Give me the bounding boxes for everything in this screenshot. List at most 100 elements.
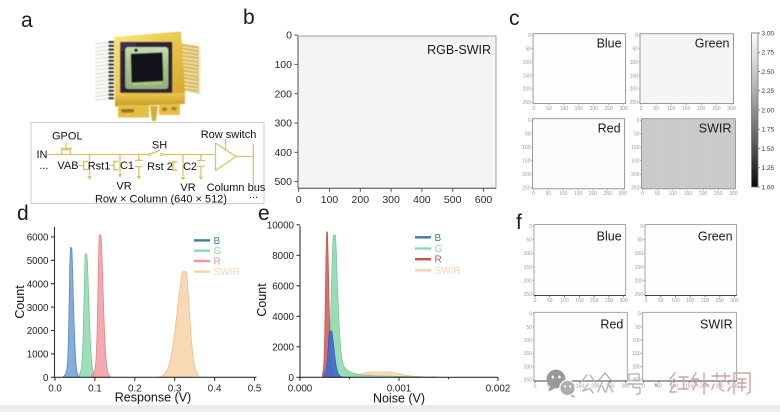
svg-text:0: 0 bbox=[638, 312, 641, 318]
svg-text:200: 200 bbox=[701, 298, 710, 304]
svg-text:RGB-SWIR: RGB-SWIR bbox=[427, 43, 491, 57]
svg-text:SWIR: SWIR bbox=[214, 267, 240, 278]
svg-text:400: 400 bbox=[274, 147, 292, 159]
svg-text:150: 150 bbox=[631, 158, 640, 164]
svg-text:VR: VR bbox=[180, 182, 195, 194]
svg-text:Row switch: Row switch bbox=[201, 129, 257, 141]
svg-text:Count: Count bbox=[255, 283, 269, 317]
svg-text:200: 200 bbox=[352, 194, 370, 206]
svg-text:0: 0 bbox=[534, 384, 537, 390]
svg-text:500: 500 bbox=[444, 194, 462, 206]
svg-text:0.0: 0.0 bbox=[48, 383, 62, 394]
svg-text:0.000: 0.000 bbox=[288, 383, 313, 394]
svg-text:1.25: 1.25 bbox=[762, 165, 775, 172]
svg-text:300: 300 bbox=[620, 298, 629, 304]
svg-text:0.2: 0.2 bbox=[128, 383, 142, 394]
svg-text:50: 50 bbox=[547, 298, 553, 304]
svg-text:100: 100 bbox=[560, 106, 569, 112]
svg-text:Row × Column (640 × 512): Row × Column (640 × 512) bbox=[95, 194, 227, 206]
svg-text:300: 300 bbox=[382, 194, 400, 206]
svg-text:0: 0 bbox=[640, 224, 643, 230]
svg-text:250: 250 bbox=[716, 298, 725, 304]
svg-text:Response (V): Response (V) bbox=[115, 391, 191, 405]
svg-text:Red: Red bbox=[600, 317, 623, 331]
svg-text:150: 150 bbox=[524, 351, 533, 357]
svg-text:50: 50 bbox=[546, 106, 552, 112]
svg-text:B: B bbox=[214, 236, 221, 247]
svg-text:0: 0 bbox=[640, 106, 643, 112]
svg-text:150: 150 bbox=[524, 265, 533, 271]
svg-text:50: 50 bbox=[547, 384, 553, 390]
svg-text:100: 100 bbox=[274, 59, 292, 71]
svg-text:100: 100 bbox=[630, 60, 639, 66]
svg-text:300: 300 bbox=[621, 384, 630, 390]
svg-text:200: 200 bbox=[524, 364, 533, 370]
svg-text:...: ... bbox=[39, 160, 48, 172]
svg-text:4000: 4000 bbox=[27, 279, 49, 290]
svg-text:SWIR: SWIR bbox=[699, 122, 732, 136]
svg-text:R: R bbox=[435, 255, 442, 266]
svg-text:0: 0 bbox=[532, 191, 535, 197]
svg-text:6000: 6000 bbox=[27, 233, 49, 244]
svg-text:100: 100 bbox=[671, 298, 680, 304]
svg-text:2.25: 2.25 bbox=[762, 88, 775, 95]
svg-text:150: 150 bbox=[522, 158, 531, 164]
svg-text:50: 50 bbox=[635, 325, 641, 331]
svg-text:1.75: 1.75 bbox=[762, 127, 775, 134]
svg-text:150: 150 bbox=[575, 298, 584, 304]
svg-text:6000: 6000 bbox=[272, 282, 294, 293]
svg-text:50: 50 bbox=[546, 191, 552, 197]
svg-text:0.4: 0.4 bbox=[208, 383, 222, 394]
svg-text:50: 50 bbox=[526, 325, 532, 331]
svg-text:100: 100 bbox=[631, 145, 640, 151]
svg-text:2.75: 2.75 bbox=[762, 50, 775, 57]
svg-text:0.3: 0.3 bbox=[168, 383, 182, 394]
svg-text:Rst 2: Rst 2 bbox=[147, 161, 173, 173]
svg-text:B: B bbox=[435, 233, 442, 244]
svg-text:150: 150 bbox=[685, 384, 694, 390]
svg-text:500: 500 bbox=[274, 176, 292, 188]
svg-text:2.00: 2.00 bbox=[762, 107, 775, 114]
svg-text:200: 200 bbox=[631, 172, 640, 178]
svg-text:50: 50 bbox=[525, 132, 531, 138]
svg-text:200: 200 bbox=[590, 106, 599, 112]
svg-text:R: R bbox=[214, 257, 221, 268]
svg-text:50: 50 bbox=[653, 106, 659, 112]
svg-text:0.1: 0.1 bbox=[88, 383, 102, 394]
svg-text:VR: VR bbox=[116, 180, 131, 192]
svg-text:0: 0 bbox=[641, 191, 644, 197]
svg-text:5000: 5000 bbox=[27, 256, 49, 267]
svg-text:150: 150 bbox=[635, 265, 644, 271]
svg-text:200: 200 bbox=[524, 278, 533, 284]
svg-text:...: ... bbox=[249, 189, 258, 201]
svg-text:VAB: VAB bbox=[57, 160, 78, 172]
svg-text:100: 100 bbox=[522, 145, 531, 151]
svg-text:150: 150 bbox=[575, 106, 584, 112]
svg-text:250: 250 bbox=[605, 106, 614, 112]
svg-text:100: 100 bbox=[560, 298, 569, 304]
svg-text:0: 0 bbox=[296, 194, 302, 206]
svg-text:0: 0 bbox=[529, 312, 532, 318]
svg-text:50: 50 bbox=[656, 384, 662, 390]
svg-text:200: 200 bbox=[523, 87, 532, 93]
svg-text:50: 50 bbox=[634, 132, 640, 138]
svg-text:C1: C1 bbox=[120, 160, 134, 172]
svg-text:150: 150 bbox=[576, 384, 585, 390]
svg-text:300: 300 bbox=[618, 191, 627, 197]
svg-text:2.50: 2.50 bbox=[762, 69, 775, 76]
svg-text:150: 150 bbox=[686, 298, 695, 304]
svg-text:300: 300 bbox=[731, 384, 740, 390]
svg-text:100: 100 bbox=[559, 191, 568, 197]
svg-text:1.50: 1.50 bbox=[762, 146, 775, 153]
svg-text:200: 200 bbox=[590, 298, 599, 304]
svg-text:50: 50 bbox=[658, 298, 664, 304]
svg-text:250: 250 bbox=[712, 106, 721, 112]
svg-text:200: 200 bbox=[591, 384, 600, 390]
svg-text:G: G bbox=[435, 244, 443, 255]
svg-text:GPOL: GPOL bbox=[52, 131, 83, 143]
svg-text:0: 0 bbox=[529, 224, 532, 230]
svg-text:50: 50 bbox=[525, 46, 531, 52]
svg-text:Green: Green bbox=[698, 230, 733, 244]
svg-text:600: 600 bbox=[475, 194, 493, 206]
svg-text:50: 50 bbox=[655, 191, 661, 197]
